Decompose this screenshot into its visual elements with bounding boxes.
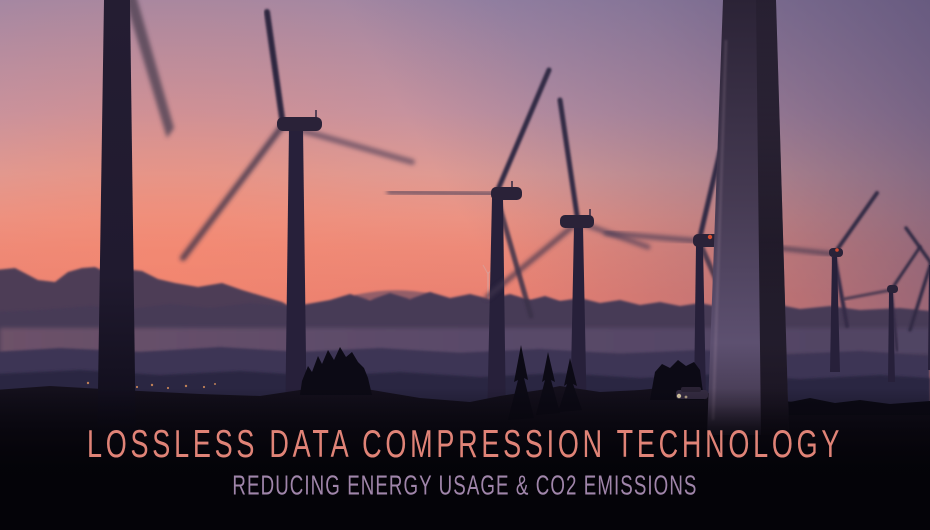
warning-light [835,248,839,252]
wind-turbine [386,67,552,425]
bottom-shadow [0,388,930,530]
wind-turbine [842,245,922,382]
wind-turbine [180,9,415,435]
turbine-tower-foreground [707,0,789,435]
warning-light [707,234,713,240]
wind-turbine [97,0,174,455]
